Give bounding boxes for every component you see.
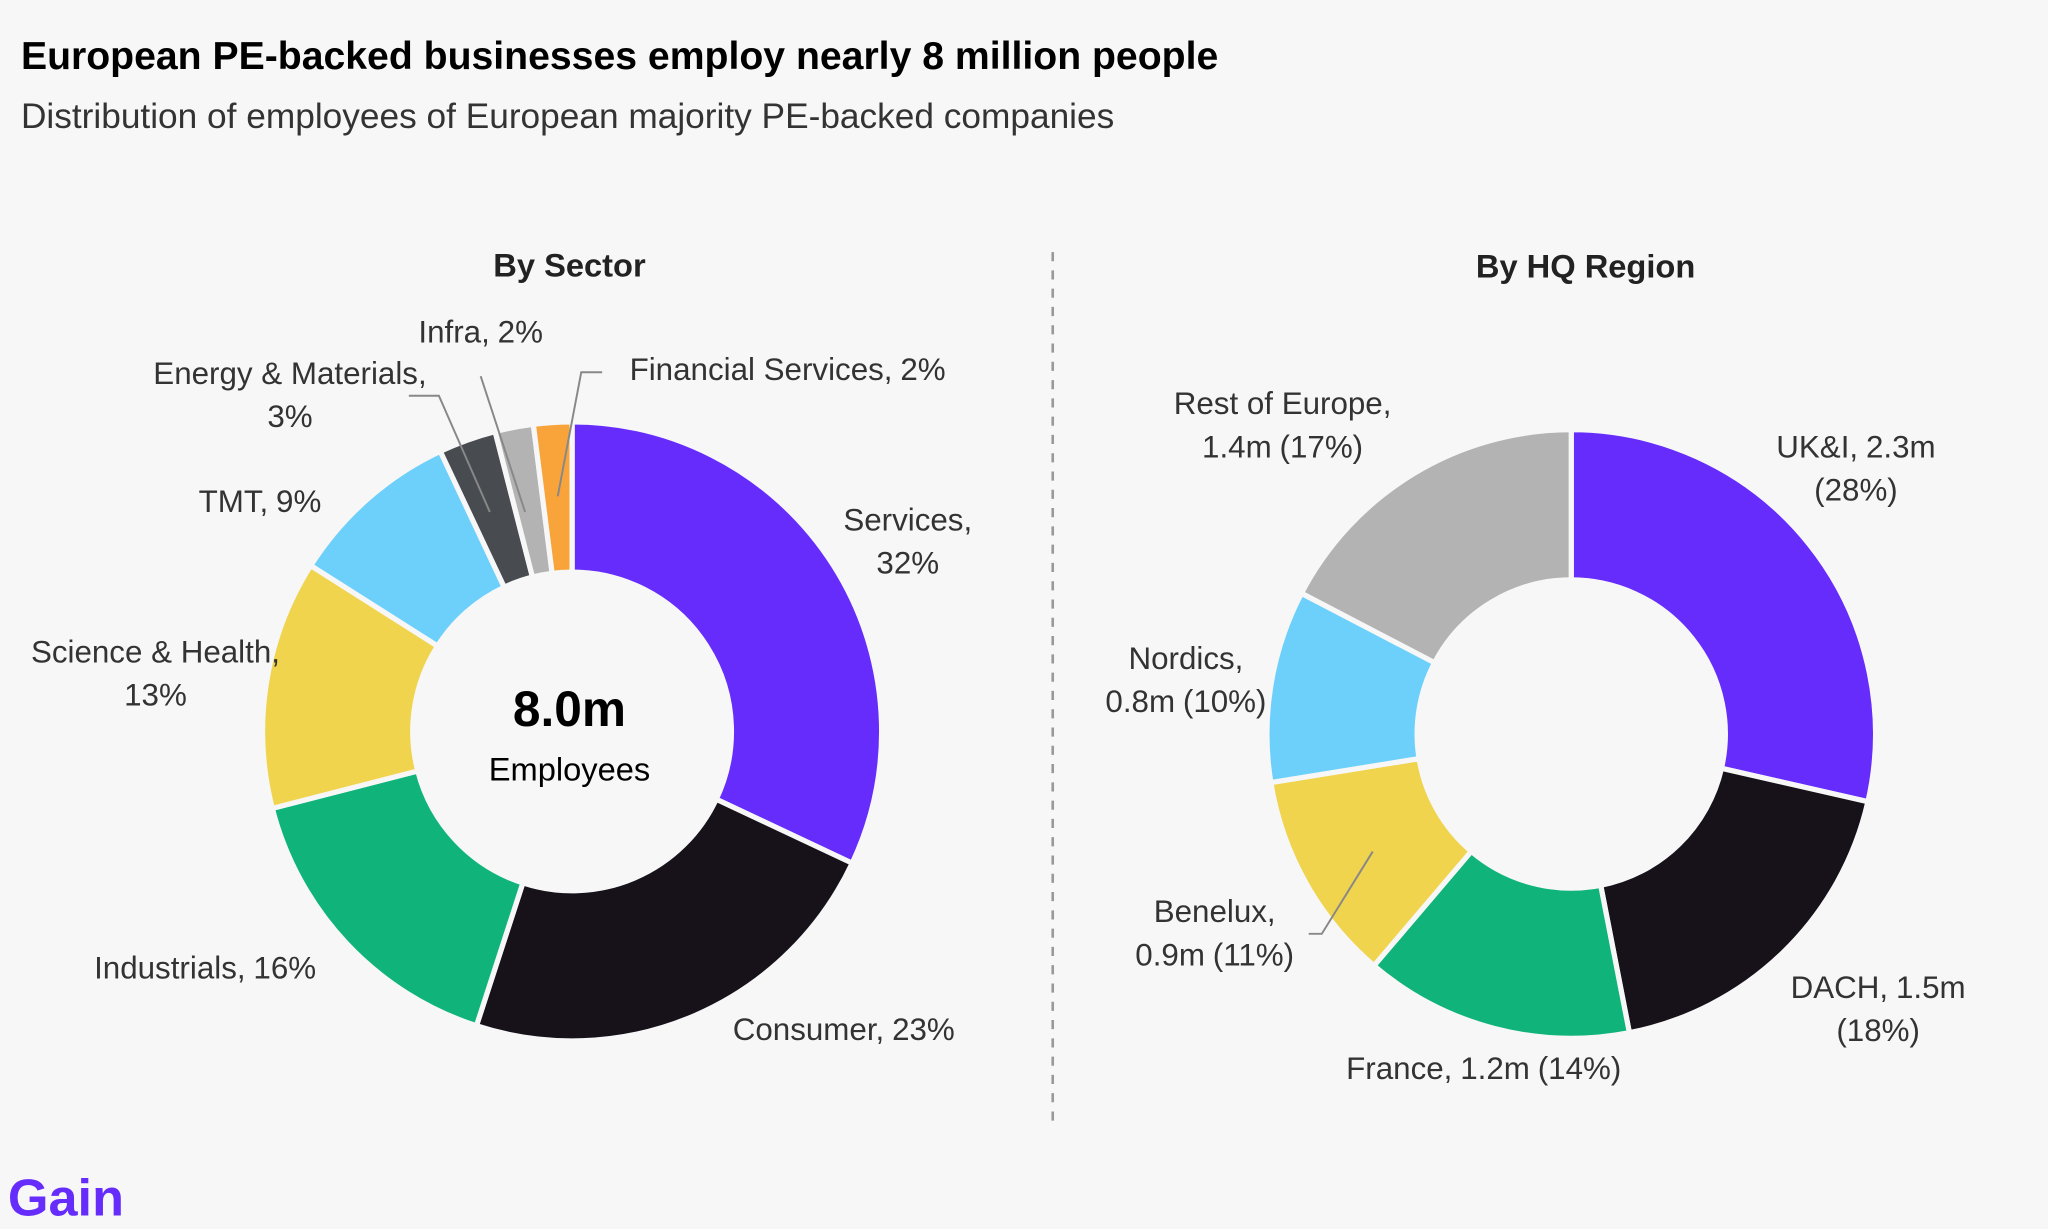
data-label: 0.8m (10%) xyxy=(1105,684,1266,719)
value-label: 2% xyxy=(900,353,945,388)
data-label: (18%) xyxy=(1836,1013,1920,1048)
data-label: Consumer, 23% xyxy=(733,1012,955,1047)
donut-segment xyxy=(1568,427,1879,805)
category-label: Financial Services, xyxy=(630,353,893,388)
data-label: Industrials, 16% xyxy=(94,951,316,986)
logo: Gain xyxy=(8,1169,124,1227)
category-label: Industrials, xyxy=(94,951,246,986)
donut-segment xyxy=(1598,765,1871,1036)
category-label: Science & Health, xyxy=(31,635,280,670)
leader-line xyxy=(1308,851,1374,935)
category-label: Consumer, xyxy=(733,1012,885,1047)
donut-segment xyxy=(473,796,855,1044)
employee-label: 0.8m xyxy=(1105,684,1175,719)
leader-line xyxy=(408,394,491,513)
data-label: 1.4m (17%) xyxy=(1202,430,1363,465)
data-label: 0.9m (11%) xyxy=(1135,938,1294,973)
value-label: 2% xyxy=(498,315,543,350)
data-label: Benelux, xyxy=(1154,895,1276,930)
center-caption: Employees xyxy=(489,751,650,788)
data-label: 32% xyxy=(876,546,939,581)
value-label: 9% xyxy=(276,484,321,519)
data-label: TMT, 9% xyxy=(199,484,322,519)
donut-segment xyxy=(530,419,575,576)
category-label: Infra, xyxy=(418,315,489,350)
subtitle: Distribution of employees of European ma… xyxy=(21,97,1114,136)
category-label: Energy & Materials, xyxy=(153,356,426,391)
data-label: Infra, 2% xyxy=(418,315,543,350)
employee-label: 1.4m xyxy=(1202,430,1272,465)
value-label: 3% xyxy=(267,400,312,435)
data-label: UK&I, 2.3m xyxy=(1776,430,1935,465)
panel-title: By Sector xyxy=(493,246,646,283)
donut-segment xyxy=(260,562,441,811)
data-label: Financial Services, 2% xyxy=(630,353,946,388)
data-label: 3% xyxy=(267,400,312,435)
donut-segment xyxy=(1371,848,1633,1041)
value-label: 23% xyxy=(892,1012,955,1047)
leader-line xyxy=(556,371,603,497)
data-label: France, 1.2m (14%) xyxy=(1346,1051,1621,1086)
value-label: 13% xyxy=(124,678,187,713)
employee-label: 1.2m xyxy=(1460,1051,1530,1086)
employee-label: 1.5m xyxy=(1896,970,1966,1005)
center-value: 8.0m xyxy=(513,681,626,737)
data-label: Energy & Materials, xyxy=(153,356,426,391)
category-label: Services, xyxy=(843,503,972,538)
data-label: (28%) xyxy=(1814,473,1898,508)
category-label: Benelux, xyxy=(1154,895,1276,930)
value-label: 32% xyxy=(876,546,939,581)
donut-segment xyxy=(1298,427,1574,666)
title: European PE-backed businesses employ nea… xyxy=(21,35,1218,78)
category-label: Rest of Europe, xyxy=(1174,386,1392,421)
value-label: (11%) xyxy=(1213,938,1294,973)
value-label: (10%) xyxy=(1183,684,1267,719)
value-label: (14%) xyxy=(1538,1051,1622,1086)
category-label: TMT, xyxy=(199,484,269,519)
value-label: (17%) xyxy=(1280,430,1364,465)
value-label: (18%) xyxy=(1836,1013,1920,1048)
category-label: Nordics, xyxy=(1128,641,1243,676)
leader-line xyxy=(479,375,527,513)
category-label: DACH, xyxy=(1791,970,1888,1005)
data-label: Science & Health, xyxy=(31,635,280,670)
employee-label: 2.3m xyxy=(1866,430,1936,465)
data-label: DACH, 1.5m xyxy=(1791,970,1966,1005)
data-label: 13% xyxy=(124,678,187,713)
data-label: Services, xyxy=(843,503,972,538)
donut-segment xyxy=(569,419,885,866)
category-label: UK&I, xyxy=(1776,430,1858,465)
employee-label: 0.9m xyxy=(1135,938,1205,973)
category-label: France, xyxy=(1346,1051,1452,1086)
value-label: 16% xyxy=(253,951,316,986)
panel-title: By HQ Region xyxy=(1476,248,1695,285)
donut-segment xyxy=(269,768,526,1029)
data-label: Rest of Europe, xyxy=(1174,386,1392,421)
data-label: Nordics, xyxy=(1128,641,1243,676)
value-label: (28%) xyxy=(1814,473,1898,508)
